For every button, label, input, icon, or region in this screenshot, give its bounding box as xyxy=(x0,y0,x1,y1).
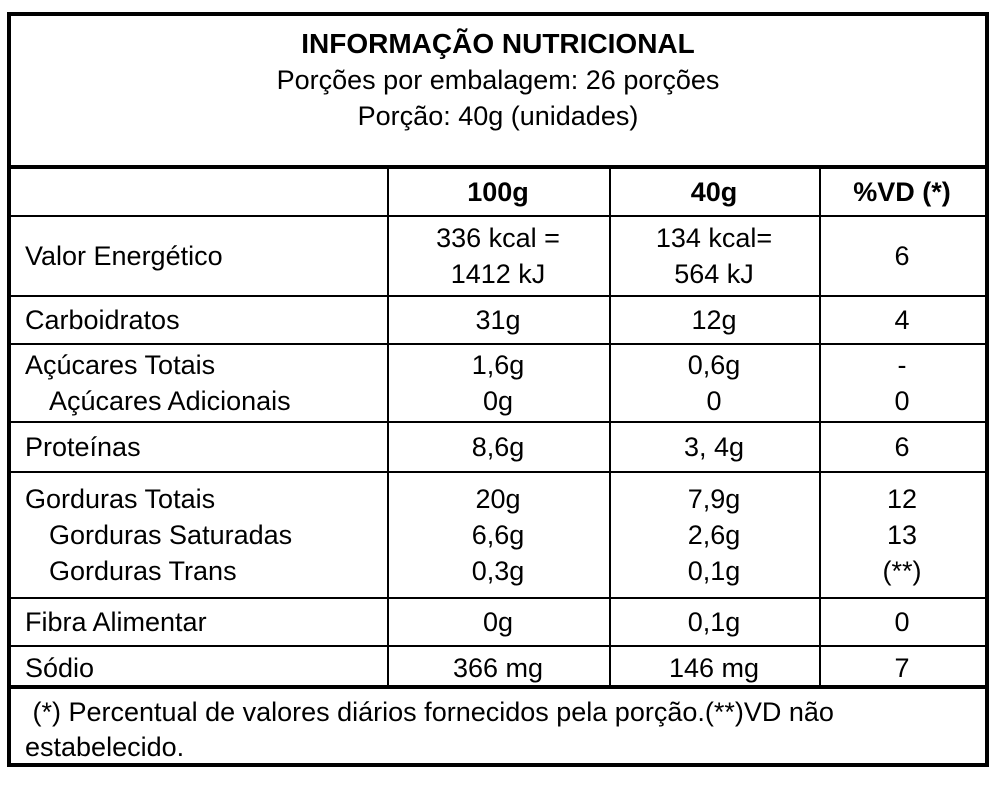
daily-value: 0 xyxy=(894,607,910,637)
per-100g-column-header: 100g xyxy=(467,177,529,207)
nutrient-name: Açúcares Totais Açúcares Adicionais xyxy=(11,345,387,421)
daily-value: 6 xyxy=(894,241,910,271)
energy-kcal-serving: 134 kcal= xyxy=(655,223,773,253)
fat-total-100g: 20g xyxy=(475,484,521,514)
sugars-added-serving: 0 xyxy=(706,386,722,416)
fat-total-serving: 7,9g xyxy=(687,484,741,514)
daily-value-column-header: %VD (*) xyxy=(853,177,951,207)
label-footnote: (*) Percentual de valores diários fornec… xyxy=(11,689,985,763)
value-per-100g: 20g 6,6g 0,3g xyxy=(387,473,609,597)
footnote-line-2: estabelecido. xyxy=(25,732,185,762)
value-per-100g: 0g xyxy=(482,607,514,637)
table-row: Valor Energético 336 kcal = 1412 kJ 134 … xyxy=(11,217,985,297)
energy-kj-100g: 1412 kJ xyxy=(450,259,546,289)
serving-size: Porção: 40g (unidades) xyxy=(357,101,639,131)
fat-total-dv: 12 xyxy=(886,484,918,514)
value-per-serving: 12g xyxy=(691,305,737,335)
nutrition-facts-label: INFORMAÇÃO NUTRICIONAL Porções por embal… xyxy=(7,12,989,767)
nutrient-name: Sódio xyxy=(25,653,95,683)
table-row: Proteínas 8,6g 3, 4g 6 xyxy=(11,423,985,473)
per-serving-column-header: 40g xyxy=(690,177,738,207)
daily-value: 4 xyxy=(894,305,910,335)
nutrient-column-header xyxy=(11,169,387,215)
sugars-total-name: Açúcares Totais xyxy=(25,350,216,380)
nutrient-name: Fibra Alimentar xyxy=(25,607,207,637)
sugars-total-dv: - xyxy=(897,350,907,380)
value-per-100g: 366 mg xyxy=(452,653,544,683)
fat-saturated-100g: 6,6g xyxy=(471,520,525,550)
footnote-line-1: (*) Percentual de valores diários fornec… xyxy=(25,697,834,727)
sugars-total-100g: 1,6g xyxy=(471,350,525,380)
value-per-100g: 8,6g xyxy=(471,432,525,462)
nutrient-name: Gorduras Totais Gorduras Saturadas Gordu… xyxy=(11,473,387,597)
fat-trans-100g: 0,3g xyxy=(471,556,525,586)
daily-value: 7 xyxy=(894,653,910,683)
table-row: Carboidratos 31g 12g 4 xyxy=(11,297,985,345)
fat-total-name: Gorduras Totais xyxy=(25,484,216,514)
value-per-100g: 31g xyxy=(475,305,521,335)
table-row: Sódio 366 mg 146 mg 7 xyxy=(11,647,985,689)
nutrient-name: Valor Energético xyxy=(25,241,223,271)
value-per-serving: 134 kcal= 564 kJ xyxy=(609,217,819,295)
column-divider xyxy=(609,169,611,685)
daily-value: 12 13 (**) xyxy=(819,473,985,597)
nutrition-table: 100g 40g %VD (*) Valor Energético 336 kc… xyxy=(11,165,985,689)
daily-value: 6 xyxy=(894,432,910,462)
label-header: INFORMAÇÃO NUTRICIONAL Porções por embal… xyxy=(11,16,985,165)
sugars-added-name: Açúcares Adicionais xyxy=(49,386,291,416)
fat-saturated-name: Gorduras Saturadas xyxy=(49,520,293,550)
daily-value: - 0 xyxy=(819,345,985,421)
fat-saturated-serving: 2,6g xyxy=(687,520,741,550)
value-per-100g: 336 kcal = 1412 kJ xyxy=(387,217,609,295)
value-per-serving: 0,6g 0 xyxy=(609,345,819,421)
table-row: Açúcares Totais Açúcares Adicionais 1,6g… xyxy=(11,345,985,423)
value-per-100g: 1,6g 0g xyxy=(387,345,609,421)
fat-trans-name: Gorduras Trans xyxy=(49,556,237,586)
fat-trans-dv: (**) xyxy=(882,556,922,586)
label-title: INFORMAÇÃO NUTRICIONAL xyxy=(301,28,695,59)
energy-kj-serving: 564 kJ xyxy=(674,259,754,289)
column-divider xyxy=(387,169,389,685)
value-per-serving: 146 mg xyxy=(668,653,760,683)
table-row: Gorduras Totais Gorduras Saturadas Gordu… xyxy=(11,473,985,599)
fat-saturated-dv: 13 xyxy=(886,520,918,550)
servings-per-package: Porções por embalagem: 26 porções xyxy=(276,65,720,95)
table-row: Fibra Alimentar 0g 0,1g 0 xyxy=(11,599,985,647)
sugars-added-100g: 0g xyxy=(482,386,514,416)
table-header-row: 100g 40g %VD (*) xyxy=(11,169,985,217)
fat-trans-serving: 0,1g xyxy=(687,556,741,586)
sugars-added-dv: 0 xyxy=(894,386,910,416)
value-per-serving: 0,1g xyxy=(687,607,741,637)
nutrient-name: Carboidratos xyxy=(25,305,180,335)
value-per-serving: 3, 4g xyxy=(683,432,745,462)
nutrient-name: Proteínas xyxy=(25,432,141,462)
value-per-serving: 7,9g 2,6g 0,1g xyxy=(609,473,819,597)
column-divider xyxy=(819,169,821,685)
sugars-total-serving: 0,6g xyxy=(687,350,741,380)
energy-kcal-100g: 336 kcal = xyxy=(436,223,560,253)
